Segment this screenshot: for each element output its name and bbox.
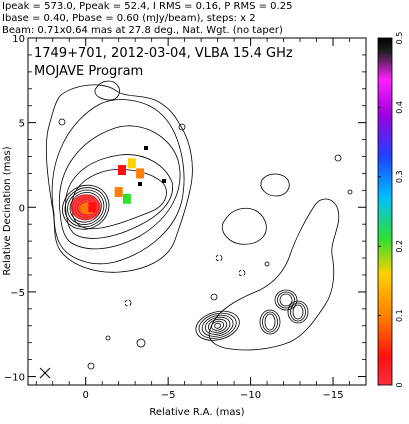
map-title: 1749+701, 2012-03-04, VLBA 15.4 GHz	[34, 46, 293, 61]
noise-contour	[87, 362, 95, 370]
y-tick-label: 10	[12, 34, 25, 45]
jet-contour	[58, 125, 181, 250]
pol-patch	[114, 187, 123, 198]
outer-contour	[45, 84, 193, 273]
negative-contour	[238, 269, 246, 277]
polarization-layer	[70, 146, 166, 221]
core-contour	[67, 189, 105, 225]
colorbar-tick-label: 0.2	[395, 240, 404, 253]
outer-knot-contour	[262, 311, 278, 333]
y-tick-label: 0	[19, 203, 25, 214]
jet-contour	[71, 169, 167, 230]
x-tick-label: −15	[322, 390, 343, 401]
core-contour	[69, 191, 102, 223]
pol-vector-mark	[144, 146, 148, 150]
outer-contour	[94, 80, 120, 101]
noise-contour	[58, 118, 66, 126]
x-axis-ticks: 0 −5 −10 −15	[35, 38, 367, 401]
pol-patch	[122, 193, 131, 204]
jet-contour	[51, 99, 185, 265]
negative-contour	[215, 254, 223, 262]
colorbar	[377, 37, 393, 386]
noise-contour	[210, 293, 218, 301]
y-axis-title: Relative Decination (mas)	[2, 146, 13, 275]
outer-knot-contour	[292, 304, 304, 320]
noise-contour	[178, 123, 186, 131]
noise-contour	[334, 154, 342, 162]
y-tick-label: −10	[4, 373, 25, 384]
noise-contour	[136, 338, 146, 348]
colorbar-tick-label: 0	[395, 382, 404, 387]
x-tick-label: −5	[161, 390, 176, 401]
outer-knot-contour	[264, 313, 276, 331]
noise-contour	[264, 261, 270, 267]
pol-vector-mark	[138, 182, 142, 186]
beam-marker	[39, 367, 51, 379]
pol-patch	[88, 202, 97, 213]
outer-jet-contour	[207, 318, 228, 333]
outer-jet-contour	[204, 316, 231, 335]
colorbar-tick-label: 0.4	[395, 101, 404, 114]
core-contour	[62, 184, 110, 230]
map-subtitle: MOJAVE Program	[34, 64, 143, 79]
outer-knot-contour	[259, 309, 281, 335]
outer-knot-contour	[290, 302, 306, 322]
colorbar-tick-label: 0.3	[395, 170, 404, 183]
header-line-2: Ibase = 0.40, Pbase = 0.60 (mJy/beam), s…	[2, 13, 256, 24]
outer-knot-contour	[287, 300, 309, 324]
colorbar-tick-label: 0.5	[395, 32, 404, 45]
x-axis-title: Relative R.A. (mas)	[149, 407, 244, 418]
y-tick-label: 5	[19, 119, 25, 130]
outer-knot-contour	[279, 293, 293, 307]
negative-contour	[124, 299, 132, 307]
outer-jet-contour	[195, 310, 240, 341]
outer-jet-envelope	[221, 207, 267, 245]
x-tick-label: 0	[83, 390, 89, 401]
pol-vector-mark	[162, 179, 166, 183]
pol-patch	[117, 165, 126, 176]
pol-patch	[127, 158, 136, 169]
colorbar-tick-label: 0.1	[395, 309, 404, 322]
y-axis-ticks: 10 5 0 −5 −10	[4, 34, 366, 384]
outer-jet-contour	[201, 314, 234, 337]
noise-contour	[347, 189, 353, 195]
colorbar-ticks: 0 0.1 0.2 0.3 0.4 0.5	[378, 32, 404, 388]
y-tick-label: −5	[10, 288, 25, 299]
header-line-3: Beam: 0.71x0.64 mas at 27.8 deg., Nat. W…	[2, 25, 283, 36]
outer-jet-contour	[198, 312, 237, 339]
jet-contour	[65, 154, 173, 239]
pol-patch	[136, 168, 145, 179]
outer-knot-contour	[277, 291, 295, 309]
outer-jet-envelope	[260, 173, 290, 197]
outer-jet-contour	[214, 322, 221, 329]
outer-jet-contour	[211, 320, 225, 331]
x-tick-label: −10	[240, 390, 261, 401]
header-line-1: Ipeak = 573.0, Ppeak = 52.4, I RMS = 0.1…	[2, 1, 292, 12]
noise-contour	[105, 335, 111, 341]
outer-knot-contour	[274, 289, 298, 311]
outer-jet-envelope	[208, 198, 340, 351]
